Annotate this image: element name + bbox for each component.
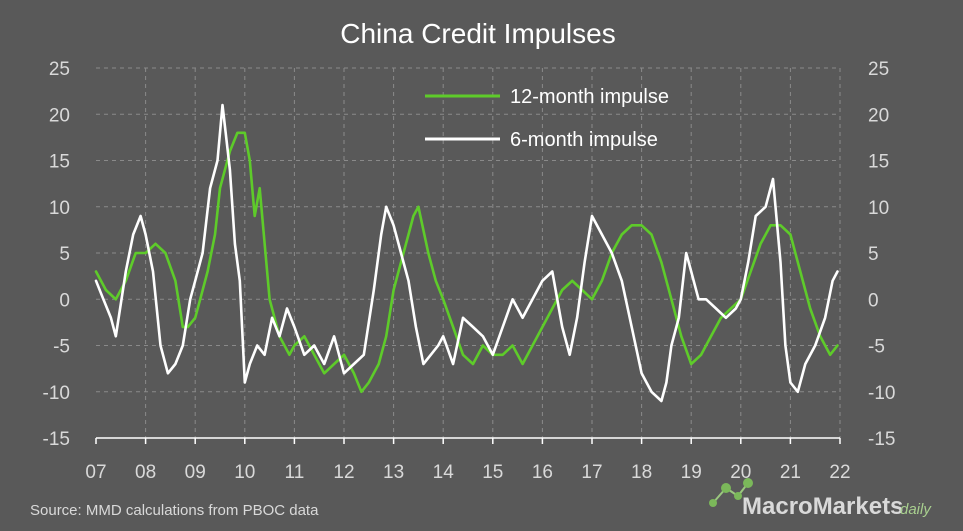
x-tick-label: 07 xyxy=(85,462,106,483)
y-tick-label-left: -10 xyxy=(43,383,70,404)
y-tick-label-left: 0 xyxy=(59,290,70,311)
legend-label-6-month: 6-month impulse xyxy=(510,129,658,151)
x-tick-label: 22 xyxy=(829,462,850,483)
y-tick-label-right: 15 xyxy=(868,152,889,173)
x-tick-label: 08 xyxy=(135,462,156,483)
y-tick-label-left: -5 xyxy=(53,337,70,358)
source-note: Source: MMD calculations from PBOC data xyxy=(30,502,319,519)
legend: 12-month impulse 6-month impulse xyxy=(425,86,669,151)
x-tick-label: 09 xyxy=(185,462,206,483)
x-tick-label: 20 xyxy=(730,462,751,483)
series-line-6-month xyxy=(94,103,839,403)
y-tick-label-left: 10 xyxy=(49,198,70,219)
y-tick-label-left: 5 xyxy=(59,244,70,265)
series-line-12-month xyxy=(94,131,839,394)
y-axis-left-tick-labels: 25 20 15 10 5 0 -5 -10 -15 xyxy=(43,59,70,450)
y-tick-label-left: 25 xyxy=(49,59,70,80)
y-tick-label-right: 25 xyxy=(868,59,889,80)
axes xyxy=(95,437,841,444)
x-tick-label: 12 xyxy=(333,462,354,483)
x-tick-label: 21 xyxy=(780,462,801,483)
x-tick-label: 17 xyxy=(581,462,602,483)
logo-icon xyxy=(709,478,753,507)
y-tick-label-left: 20 xyxy=(49,105,70,126)
x-tick-label: 14 xyxy=(433,462,455,483)
x-tick-label: 10 xyxy=(234,462,255,483)
x-tick-label: 18 xyxy=(631,462,652,483)
y-tick-label-right: 10 xyxy=(868,198,889,219)
y-tick-label-right: -5 xyxy=(868,337,885,358)
legend-label-12-month: 12-month impulse xyxy=(510,86,669,108)
grid-lines xyxy=(96,67,841,438)
y-tick-label-left: -15 xyxy=(43,429,70,450)
brand-logo: MacroMarkets daily xyxy=(709,478,932,520)
y-axis-right-tick-labels: 25 20 15 10 5 0 -5 -10 -15 xyxy=(868,59,895,450)
series-layer xyxy=(94,103,839,403)
y-tick-label-right: -15 xyxy=(868,429,895,450)
y-tick-label-right: 0 xyxy=(868,290,879,311)
y-tick-label-right: -10 xyxy=(868,383,895,404)
x-axis-tick-labels: 07 08 09 10 11 12 13 14 15 16 17 18 19 20 21 22 xyxy=(85,462,850,483)
x-tick-label: 19 xyxy=(681,462,702,483)
y-tick-label-left: 15 xyxy=(49,152,70,173)
x-tick-label: 11 xyxy=(285,462,305,483)
y-tick-label-right: 5 xyxy=(868,244,879,265)
chart-title: China Credit Impulses xyxy=(340,18,615,49)
x-tick-label: 15 xyxy=(482,462,503,483)
x-tick-label: 16 xyxy=(532,462,553,483)
logo-text: MacroMarkets xyxy=(742,493,903,520)
x-tick-label: 13 xyxy=(383,462,404,483)
y-tick-label-right: 20 xyxy=(868,105,889,126)
logo-daily-text: daily xyxy=(900,501,932,518)
